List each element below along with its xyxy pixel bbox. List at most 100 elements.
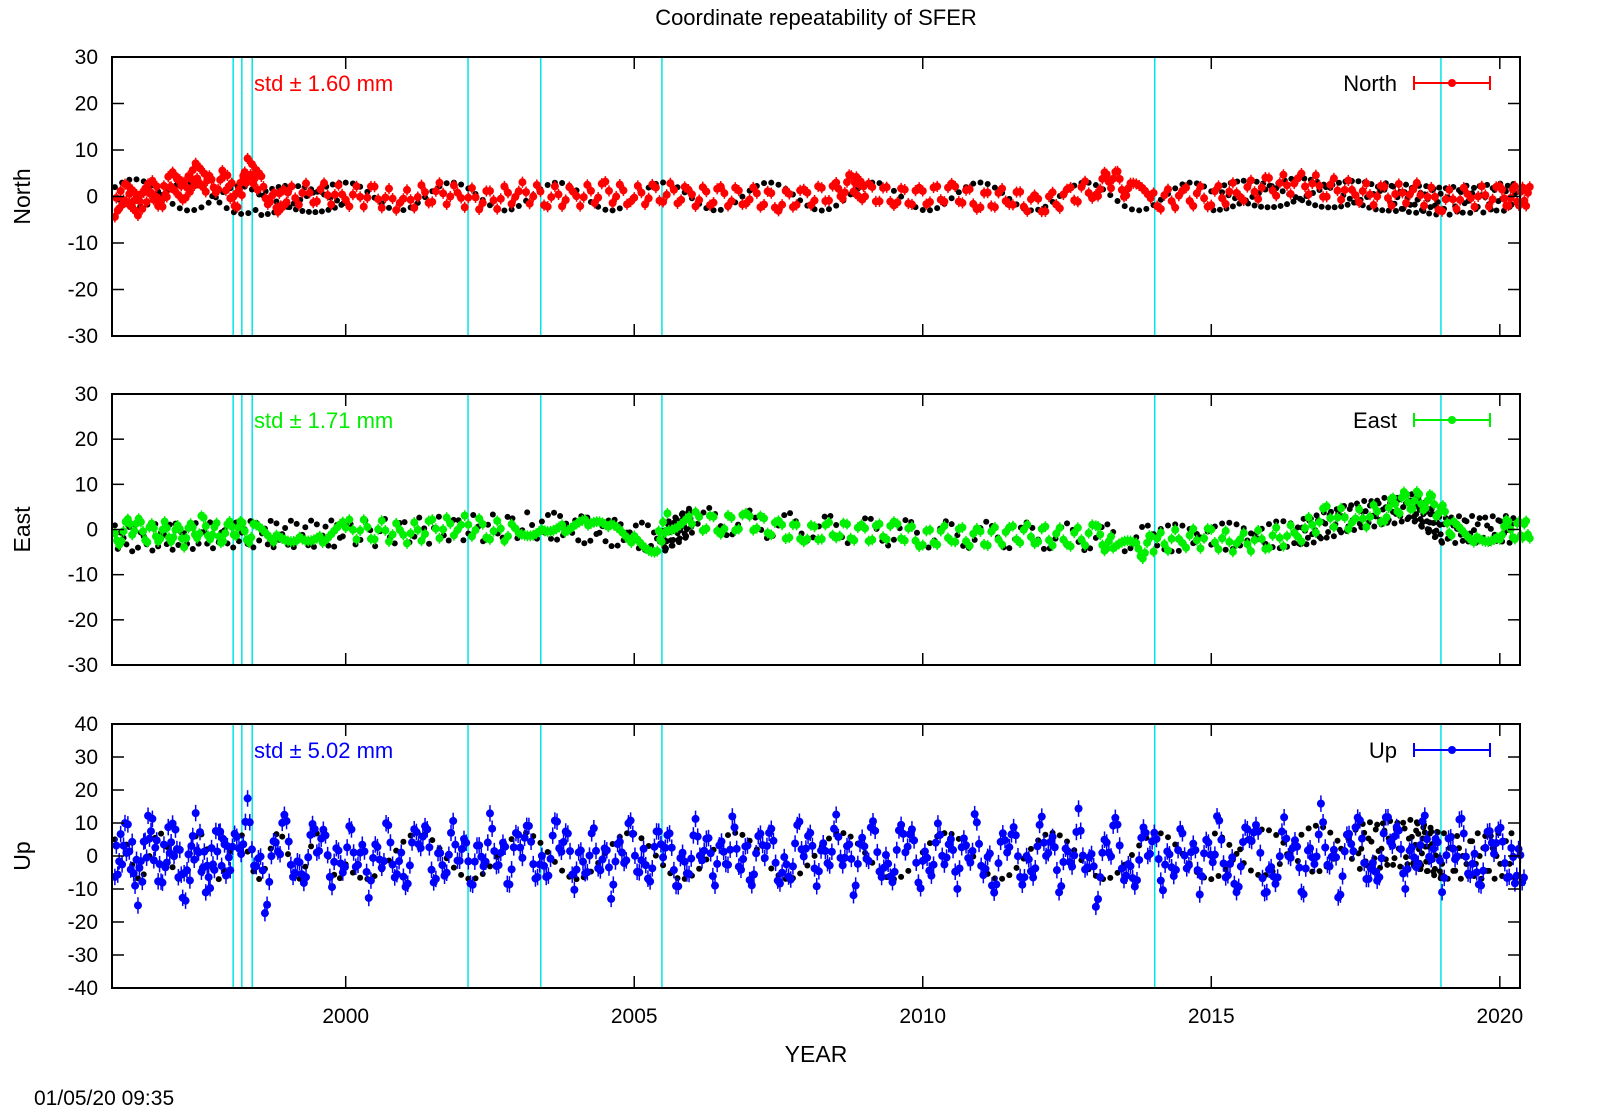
data-point: [728, 812, 737, 821]
model-point: [1508, 830, 1515, 837]
data-point: [845, 840, 854, 849]
data-point: [238, 518, 247, 527]
data-point: [1215, 816, 1224, 825]
data-series: [110, 486, 1534, 565]
model-point: [1476, 515, 1483, 522]
data-point: [706, 849, 715, 858]
data-point: [129, 196, 138, 205]
data-point: [1301, 524, 1310, 533]
data-point: [598, 855, 607, 864]
model-point: [739, 831, 746, 838]
data-point: [1164, 185, 1172, 194]
data-point: [406, 529, 415, 538]
data-point: [485, 535, 494, 544]
data-point: [691, 202, 700, 211]
data-point: [812, 882, 821, 891]
data-point: [1246, 176, 1255, 185]
data-point: [1008, 522, 1017, 531]
data-point: [923, 853, 932, 862]
model-point: [602, 538, 609, 545]
model-point: [1040, 545, 1047, 552]
model-point: [267, 517, 274, 524]
data-point: [464, 520, 473, 529]
data-point: [1340, 513, 1349, 522]
data-point: [464, 857, 473, 866]
data-point: [348, 525, 357, 534]
data-point: [1250, 187, 1259, 196]
data-series: [110, 790, 1528, 922]
data-point: [1398, 188, 1407, 197]
data-point: [125, 847, 134, 856]
data-point: [840, 188, 849, 197]
y-tick-label: 20: [75, 428, 98, 451]
model-point: [1455, 513, 1462, 520]
data-point: [1279, 542, 1288, 551]
model-point: [1027, 845, 1034, 852]
data-point: [983, 188, 992, 197]
data-point: [1081, 177, 1090, 186]
data-point: [460, 511, 469, 520]
data-point: [1358, 187, 1367, 196]
data-point: [381, 526, 390, 535]
model-point: [1338, 529, 1345, 536]
data-point: [162, 524, 171, 533]
data-point: [792, 520, 801, 529]
legend-marker: [1448, 416, 1456, 424]
data-point: [151, 843, 160, 852]
data-point: [975, 839, 984, 848]
model-point: [460, 537, 467, 544]
data-point: [240, 527, 249, 536]
data-point: [347, 825, 356, 834]
data-point: [824, 196, 833, 205]
data-point: [133, 211, 142, 220]
data-point: [455, 856, 464, 865]
data-point: [654, 827, 663, 836]
y-tick-label: -10: [68, 878, 98, 901]
data-point: [792, 200, 801, 209]
data-point: [1485, 827, 1494, 836]
data-point: [259, 182, 268, 191]
model-point: [821, 513, 828, 520]
data-point: [627, 538, 636, 547]
data-point: [1171, 203, 1180, 212]
model-point: [608, 543, 615, 550]
model-point: [1328, 508, 1335, 515]
model-point: [1398, 518, 1405, 525]
data-point: [1490, 849, 1499, 858]
data-point: [1264, 174, 1273, 183]
model-point: [349, 869, 356, 876]
model-point: [1298, 831, 1305, 838]
data-point: [359, 515, 368, 524]
model-point: [1114, 197, 1121, 204]
data-point: [1522, 517, 1531, 526]
data-point: [364, 893, 373, 902]
data-point: [1311, 171, 1320, 180]
data-point: [546, 854, 555, 863]
data-point: [1152, 835, 1161, 844]
data-point: [1200, 534, 1209, 543]
model-point: [1346, 195, 1353, 202]
model-point: [191, 207, 198, 214]
model-point: [1489, 513, 1496, 520]
data-point: [1315, 518, 1324, 527]
data-point: [291, 194, 300, 203]
data-point: [843, 520, 852, 529]
data-point: [1257, 535, 1266, 544]
data-point: [558, 520, 567, 529]
data-point: [320, 179, 329, 188]
data-point: [399, 194, 408, 203]
model-point: [1374, 821, 1381, 828]
model-point: [1226, 519, 1233, 526]
data-series: [110, 152, 1534, 223]
data-point: [475, 841, 484, 850]
model-point: [1439, 539, 1446, 546]
data-point: [951, 182, 960, 191]
data-point: [1441, 195, 1450, 204]
model-point: [429, 837, 436, 844]
data-point: [968, 846, 977, 855]
data-point: [1214, 545, 1223, 554]
data-point: [1355, 198, 1364, 207]
model-point: [1403, 181, 1410, 188]
model-point: [1390, 861, 1397, 868]
model-point: [273, 520, 280, 527]
